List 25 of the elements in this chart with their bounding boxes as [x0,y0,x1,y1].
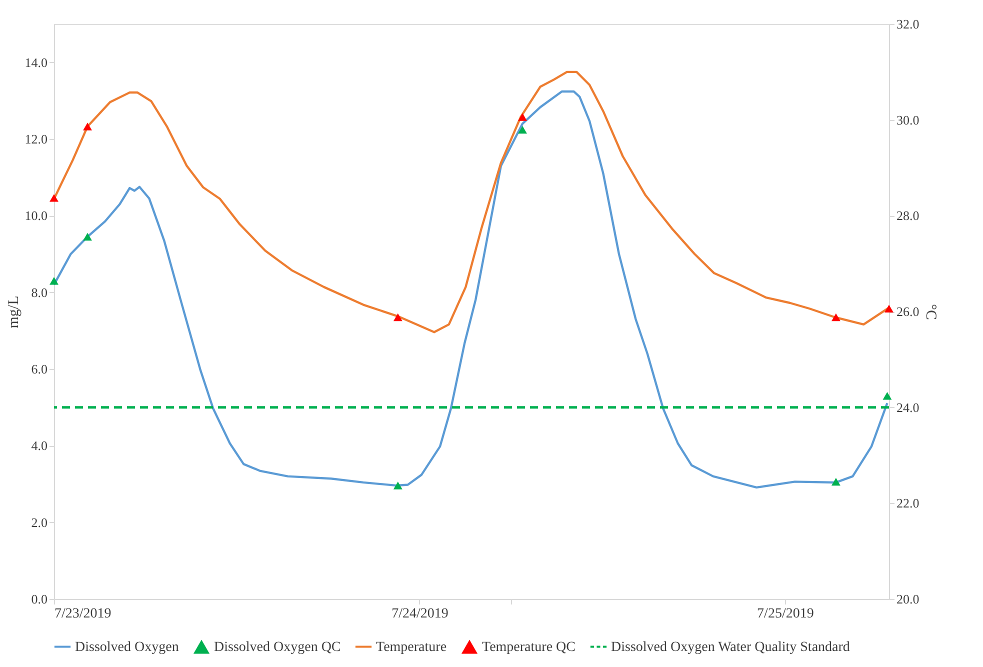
y2-tick-label: 24.0 [896,400,920,415]
y-tick-label: 2.0 [31,514,48,530]
x-tick-label: 7/23/2019 [54,606,112,622]
y-tick-label: 4.0 [31,438,48,454]
y2-tick-label: 26.0 [896,304,920,319]
y2-tick-label: 30.0 [896,112,920,128]
legend-label: Temperature QC [482,640,576,655]
y2-tick-label: 32.0 [896,16,920,32]
y-axis-title: mg/L [6,296,22,328]
y-tick-label: 12.0 [24,132,48,146]
x-tick-label: 7/24/2019 [392,606,448,622]
legend-label: Dissolved Oxygen QC [214,640,341,655]
legend-label: Dissolved Oxygen Water Quality Standard [611,640,850,655]
y-tick-label: 14.0 [24,54,48,70]
legend-label: Dissolved Oxygen [75,640,179,655]
y-tick-label: 10.0 [24,208,48,224]
y2-tick-label: 28.0 [896,208,920,224]
y-tick-label: 6.0 [31,362,48,376]
y2-tick-label: 22.0 [896,496,920,511]
x-tick-label: 7/25/2019 [757,606,814,622]
legend-label: Temperature [376,640,447,655]
y-tick-label: 8.0 [31,284,48,300]
y2-axis-title: °C [922,304,938,320]
y2-tick-label: 20.0 [896,592,920,606]
y-tick-label: 0.0 [31,592,48,606]
